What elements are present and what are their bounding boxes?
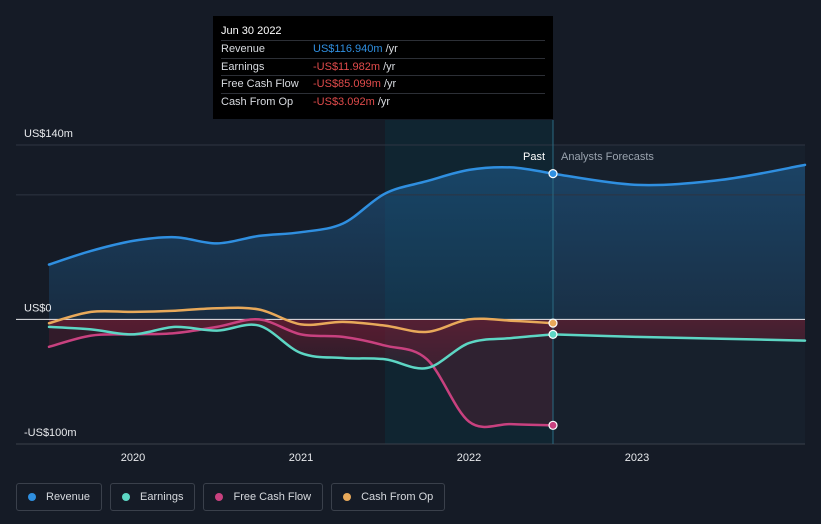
tooltip-value: -US$85.099m	[313, 78, 381, 90]
tooltip-unit: /yr	[385, 43, 398, 55]
tooltip-unit: /yr	[377, 95, 391, 108]
tooltip-row-earnings: Earnings -US$11.982m /yr	[221, 57, 545, 76]
legend-label: Cash From Op	[361, 491, 434, 503]
tooltip: Jun 30 2022 Revenue US$116.940m /yr Earn…	[213, 16, 553, 119]
fcf-area	[49, 319, 553, 427]
tooltip-label: Free Cash Flow	[221, 78, 299, 90]
legend-label: Earnings	[140, 491, 184, 503]
legend-item-cash-from-op[interactable]: Cash From Op	[331, 483, 446, 511]
revenue-forecast-line	[551, 163, 807, 187]
earnings-forecast-line	[551, 333, 807, 342]
x-tick-label: 2021	[289, 452, 313, 464]
legend-item-earnings[interactable]: Earnings	[110, 483, 196, 511]
tooltip-label: Revenue	[221, 43, 266, 55]
free-cash-flow-point	[548, 420, 558, 430]
legend-dot-icon	[215, 493, 224, 501]
y-axis-label: US$140m	[24, 128, 73, 140]
tooltip-label: Cash From Op	[221, 95, 294, 108]
legend-label: Revenue	[46, 491, 91, 503]
revenue-area	[49, 164, 805, 320]
tooltip-unit: /yr	[383, 78, 397, 90]
tooltip-label: Earnings	[221, 60, 265, 73]
past-label: Past	[523, 151, 545, 163]
legend-item-free-cash-flow[interactable]: Free Cash Flow	[203, 483, 324, 511]
forecast-label: Analysts Forecasts	[561, 151, 654, 163]
legend-label: Free Cash Flow	[233, 491, 312, 503]
earnings-line	[47, 323, 555, 370]
earnings-area	[49, 319, 805, 369]
tooltip-row-free-cash-flow: Free Cash Flow -US$85.099m /yr	[221, 75, 545, 93]
legend: Revenue Earnings Free Cash Flow Cash Fro…	[16, 483, 446, 511]
revenue-line	[47, 165, 555, 266]
legend-item-revenue[interactable]: Revenue	[16, 483, 103, 511]
cash-from-op-line	[47, 306, 555, 334]
y-axis-label: -US$100m	[24, 427, 77, 439]
legend-dot-icon	[343, 493, 352, 501]
tooltip-row-cash-from-op: Cash From Op -US$3.092m /yr	[221, 92, 545, 111]
x-tick-label: 2023	[625, 452, 649, 464]
earnings-point	[548, 329, 558, 339]
revenue-point	[548, 169, 558, 179]
tooltip-unit: /yr	[383, 60, 396, 73]
tooltip-row-revenue: Revenue US$116.940m /yr	[221, 40, 545, 58]
x-tick-label: 2020	[121, 452, 145, 464]
tooltip-value: -US$11.982m	[313, 60, 381, 73]
x-tick-label: 2022	[457, 452, 481, 464]
tooltip-date: Jun 30 2022	[221, 25, 282, 37]
tooltip-value: US$116.940m	[313, 43, 383, 55]
y-axis-label: US$0	[24, 302, 52, 314]
tooltip-value: -US$3.092m	[313, 95, 375, 108]
legend-dot-icon	[122, 493, 131, 501]
cash-from-op-point	[548, 318, 558, 328]
legend-dot-icon	[28, 493, 36, 501]
